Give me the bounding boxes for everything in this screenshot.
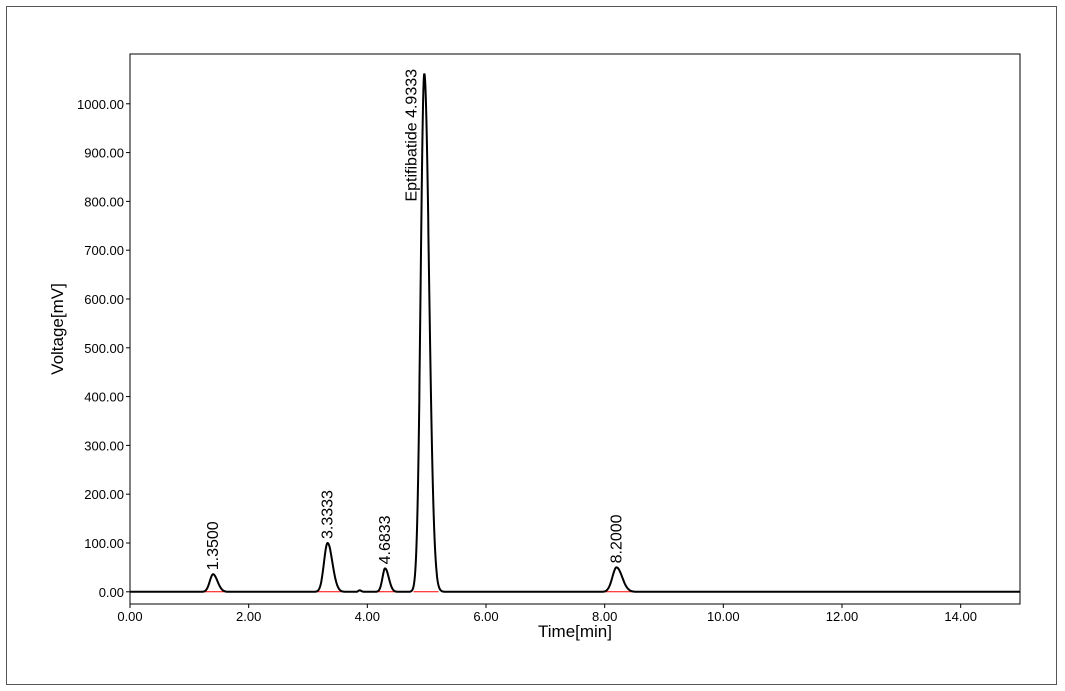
y-tick-label: 500.00: [84, 341, 124, 356]
x-tick-label: 0.00: [117, 609, 142, 624]
peak-label: 8.2000: [609, 514, 626, 563]
plot-area: [129, 53, 1021, 605]
x-tick-label: 8.00: [592, 609, 617, 624]
y-tick-label: 600.00: [84, 292, 124, 307]
y-tick-label: 300.00: [84, 438, 124, 453]
peak-label: Eptifibatide 4.9333: [403, 69, 420, 202]
x-tick-label: 10.00: [707, 609, 740, 624]
y-tick-label: 200.00: [84, 487, 124, 502]
peak-label: 3.3333: [320, 490, 337, 539]
y-tick-label: 0.00: [99, 585, 124, 600]
peak-label: 4.6833: [377, 515, 394, 564]
y-axis-label: Voltage[mV]: [48, 283, 67, 375]
y-tick-label: 900.00: [84, 146, 124, 161]
x-tick-label: 6.00: [473, 609, 498, 624]
y-tick-label: 800.00: [84, 194, 124, 209]
chromatogram-trace: [130, 73, 1020, 593]
y-tick-label: 700.00: [84, 243, 124, 258]
chart-frame: [6, 6, 1057, 685]
y-tick-label: 400.00: [84, 390, 124, 405]
y-tick-label: 1000.00: [77, 97, 124, 112]
x-tick-label: 4.00: [355, 609, 380, 624]
peak-label: 1.3500: [205, 521, 222, 570]
x-axis-label: Time[min]: [538, 622, 612, 641]
x-tick-label: 12.00: [826, 609, 859, 624]
y-tick-label: 100.00: [84, 536, 124, 551]
x-tick-label: 2.00: [236, 609, 261, 624]
x-tick-label: 14.00: [944, 609, 977, 624]
